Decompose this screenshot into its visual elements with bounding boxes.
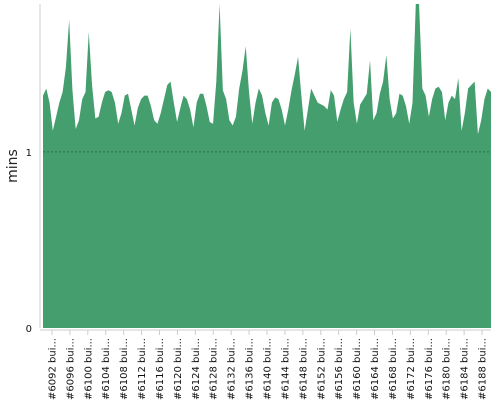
x-tick-label: #6116 bui...: [155, 338, 166, 400]
x-tick-label: #6180 bui...: [442, 338, 453, 400]
axes: [39, 4, 491, 335]
x-tick-label: #6172 bui...: [406, 338, 417, 400]
x-tick-label: #6168 bui...: [388, 338, 399, 400]
x-tick-label: #6104 bui...: [101, 338, 112, 400]
x-tick-label: #6096 bui...: [65, 338, 76, 400]
x-tick-label: #6160 bui...: [352, 338, 363, 400]
plot-area: [43, 4, 491, 328]
x-tick-label: #6132 bui...: [227, 338, 238, 400]
x-tick-label: #6128 bui...: [209, 338, 220, 400]
x-tick-label: #6188 bui...: [478, 338, 489, 400]
tick-labels: 0 1 #6092 bui... #6096 bui... #6100 bui... #6…: [26, 148, 489, 400]
x-tick-label: #6112 bui...: [137, 338, 148, 400]
x-tick-label: #6148 bui...: [298, 338, 309, 400]
y-tick-label: 1: [26, 148, 32, 159]
y-tick-label: 0: [26, 324, 32, 335]
x-tick-label: #6100 bui...: [83, 338, 94, 400]
x-tick-label: #6144 bui...: [280, 338, 291, 400]
x-tick-label: #6136 bui...: [245, 338, 256, 400]
x-tick-label: #6156 bui...: [334, 338, 345, 400]
x-tick-label: #6164 bui...: [370, 338, 381, 400]
x-tick-label: #6184 bui...: [460, 338, 471, 400]
x-tick-label: #6124 bui...: [191, 338, 202, 400]
x-tick-label: #6176 bui...: [424, 338, 435, 400]
x-tick-label: #6152 bui...: [316, 338, 327, 400]
x-tick-label: #6120 bui...: [173, 338, 184, 400]
duration-area: [43, 4, 491, 328]
y-axis-title: mins: [5, 149, 21, 183]
x-tick-label: #6108 bui...: [119, 338, 130, 400]
x-tick-label: #6092 bui...: [48, 338, 59, 400]
x-tick-label: #6140 bui...: [263, 338, 274, 400]
